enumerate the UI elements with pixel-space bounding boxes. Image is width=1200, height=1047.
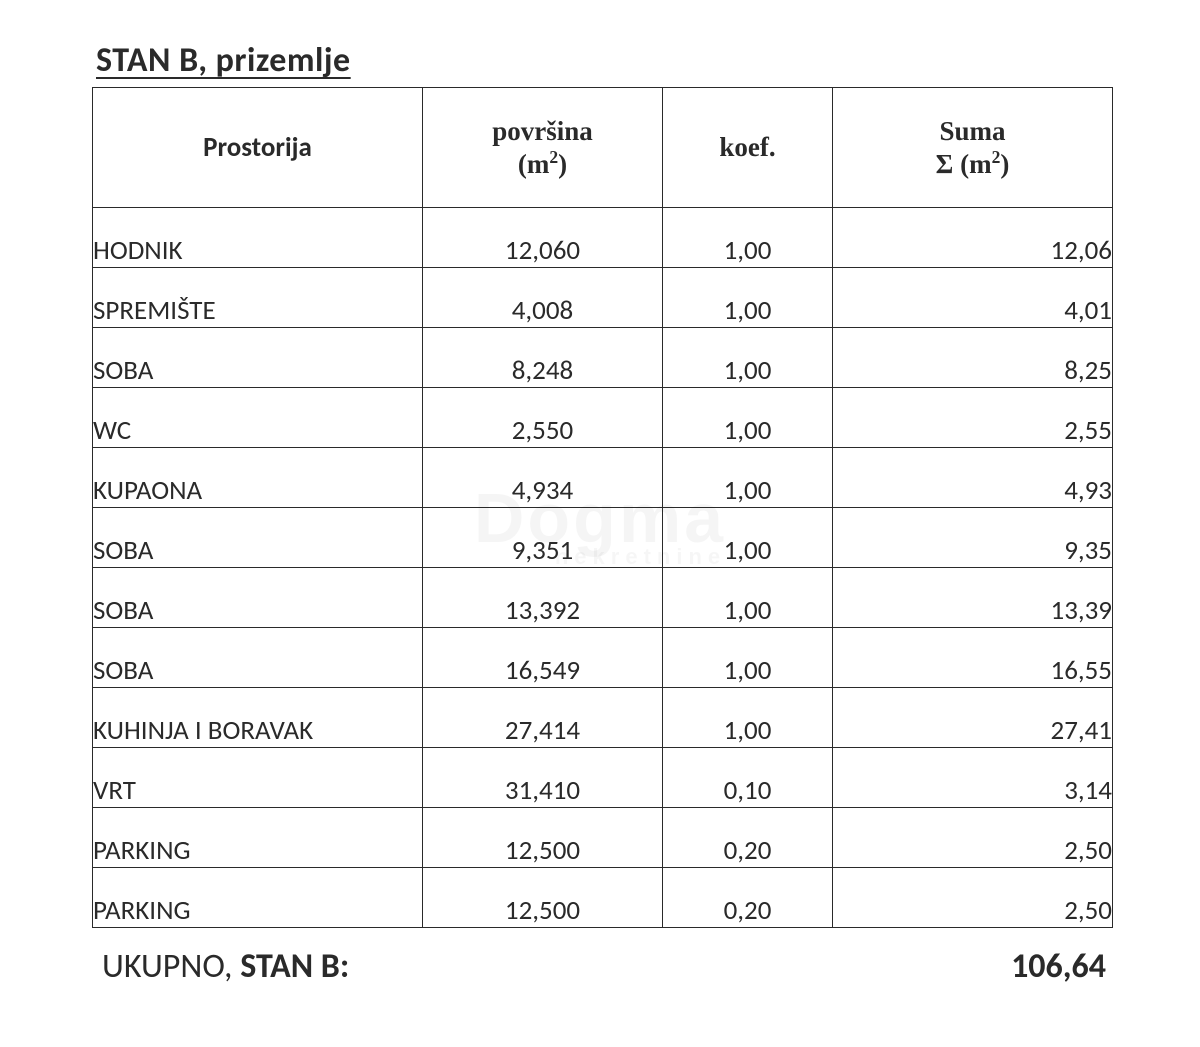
table-row: SOBA13,3921,0013,39 — [93, 568, 1113, 628]
table-row: SOBA16,5491,0016,55 — [93, 628, 1113, 688]
col-header-area: površina (m2) — [423, 88, 663, 208]
col-header-koef-label: koef. — [719, 132, 775, 162]
col-header-area-line2-suffix: ) — [558, 149, 567, 179]
col-header-sum-line1: Suma — [939, 116, 1005, 146]
col-header-room: Prostorija — [93, 88, 423, 208]
cell-room: SOBA — [93, 628, 423, 688]
cell-koef: 0,10 — [663, 748, 833, 808]
table-row: PARKING12,5000,202,50 — [93, 868, 1113, 928]
cell-room: SOBA — [93, 568, 423, 628]
cell-room: WC — [93, 388, 423, 448]
cell-room: SPREMIŠTE — [93, 268, 423, 328]
totals-row: UKUPNO, STAN B: 106,64 — [102, 946, 1106, 987]
cell-koef: 1,00 — [663, 268, 833, 328]
cell-area: 27,414 — [423, 688, 663, 748]
cell-room: PARKING — [93, 808, 423, 868]
totals-label: UKUPNO, STAN B: — [102, 946, 349, 987]
cell-room: KUHINJA I BORAVAK — [93, 688, 423, 748]
table-row: KUPAONA4,9341,004,93 — [93, 448, 1113, 508]
table-row: SPREMIŠTE4,0081,004,01 — [93, 268, 1113, 328]
cell-area: 4,934 — [423, 448, 663, 508]
col-header-sum-line2-suffix: ) — [1000, 149, 1009, 179]
cell-area: 16,549 — [423, 628, 663, 688]
cell-sum: 4,01 — [833, 268, 1113, 328]
cell-koef: 1,00 — [663, 508, 833, 568]
cell-room: HODNIK — [93, 208, 423, 268]
cell-room: SOBA — [93, 508, 423, 568]
col-header-area-sup: 2 — [549, 147, 558, 167]
cell-sum: 8,25 — [833, 328, 1113, 388]
col-header-koef: koef. — [663, 88, 833, 208]
cell-koef: 1,00 — [663, 628, 833, 688]
col-header-sum-sup: 2 — [992, 147, 1001, 167]
table-row: SOBA9,3511,009,35 — [93, 508, 1113, 568]
cell-room: KUPAONA — [93, 448, 423, 508]
col-header-sum: Suma Σ (m2) — [833, 88, 1113, 208]
cell-sum: 2,55 — [833, 388, 1113, 448]
table-row: PARKING12,5000,202,50 — [93, 808, 1113, 868]
area-table: Prostorija površina (m2) koef. Suma Σ (m… — [92, 87, 1113, 928]
cell-sum: 12,06 — [833, 208, 1113, 268]
cell-koef: 1,00 — [663, 568, 833, 628]
cell-area: 13,392 — [423, 568, 663, 628]
page-title: STAN B, prizemlje — [96, 40, 1112, 81]
table-row: HODNIK12,0601,0012,06 — [93, 208, 1113, 268]
cell-koef: 0,20 — [663, 868, 833, 928]
table-row: VRT31,4100,103,14 — [93, 748, 1113, 808]
cell-koef: 1,00 — [663, 688, 833, 748]
cell-sum: 27,41 — [833, 688, 1113, 748]
col-header-area-line1: površina — [492, 116, 593, 146]
totals-label-prefix: UKUPNO, — [102, 946, 240, 987]
cell-area: 8,248 — [423, 328, 663, 388]
cell-sum: 2,50 — [833, 808, 1113, 868]
cell-area: 12,060 — [423, 208, 663, 268]
cell-room: VRT — [93, 748, 423, 808]
document-page: STAN B, prizemlje Prostorija površina (m… — [0, 0, 1200, 1047]
table-row: KUHINJA I BORAVAK27,4141,0027,41 — [93, 688, 1113, 748]
col-header-area-line2-prefix: (m — [518, 149, 549, 179]
cell-room: SOBA — [93, 328, 423, 388]
cell-koef: 1,00 — [663, 388, 833, 448]
cell-sum: 3,14 — [833, 748, 1113, 808]
cell-area: 2,550 — [423, 388, 663, 448]
cell-koef: 0,20 — [663, 808, 833, 868]
table-row: SOBA8,2481,008,25 — [93, 328, 1113, 388]
cell-sum: 9,35 — [833, 508, 1113, 568]
cell-sum: 13,39 — [833, 568, 1113, 628]
cell-area: 31,410 — [423, 748, 663, 808]
cell-room: PARKING — [93, 868, 423, 928]
cell-koef: 1,00 — [663, 208, 833, 268]
cell-area: 12,500 — [423, 808, 663, 868]
col-header-sum-line2-prefix: Σ (m — [936, 149, 992, 179]
cell-koef: 1,00 — [663, 448, 833, 508]
cell-sum: 16,55 — [833, 628, 1113, 688]
totals-value: 106,64 — [1011, 946, 1106, 987]
cell-sum: 2,50 — [833, 868, 1113, 928]
cell-area: 12,500 — [423, 868, 663, 928]
cell-area: 9,351 — [423, 508, 663, 568]
col-header-room-label: Prostorija — [203, 131, 312, 164]
cell-area: 4,008 — [423, 268, 663, 328]
cell-koef: 1,00 — [663, 328, 833, 388]
table-header-row: Prostorija površina (m2) koef. Suma Σ (m… — [93, 88, 1113, 208]
totals-label-main: STAN B: — [240, 946, 349, 987]
cell-sum: 4,93 — [833, 448, 1113, 508]
table-row: WC2,5501,002,55 — [93, 388, 1113, 448]
